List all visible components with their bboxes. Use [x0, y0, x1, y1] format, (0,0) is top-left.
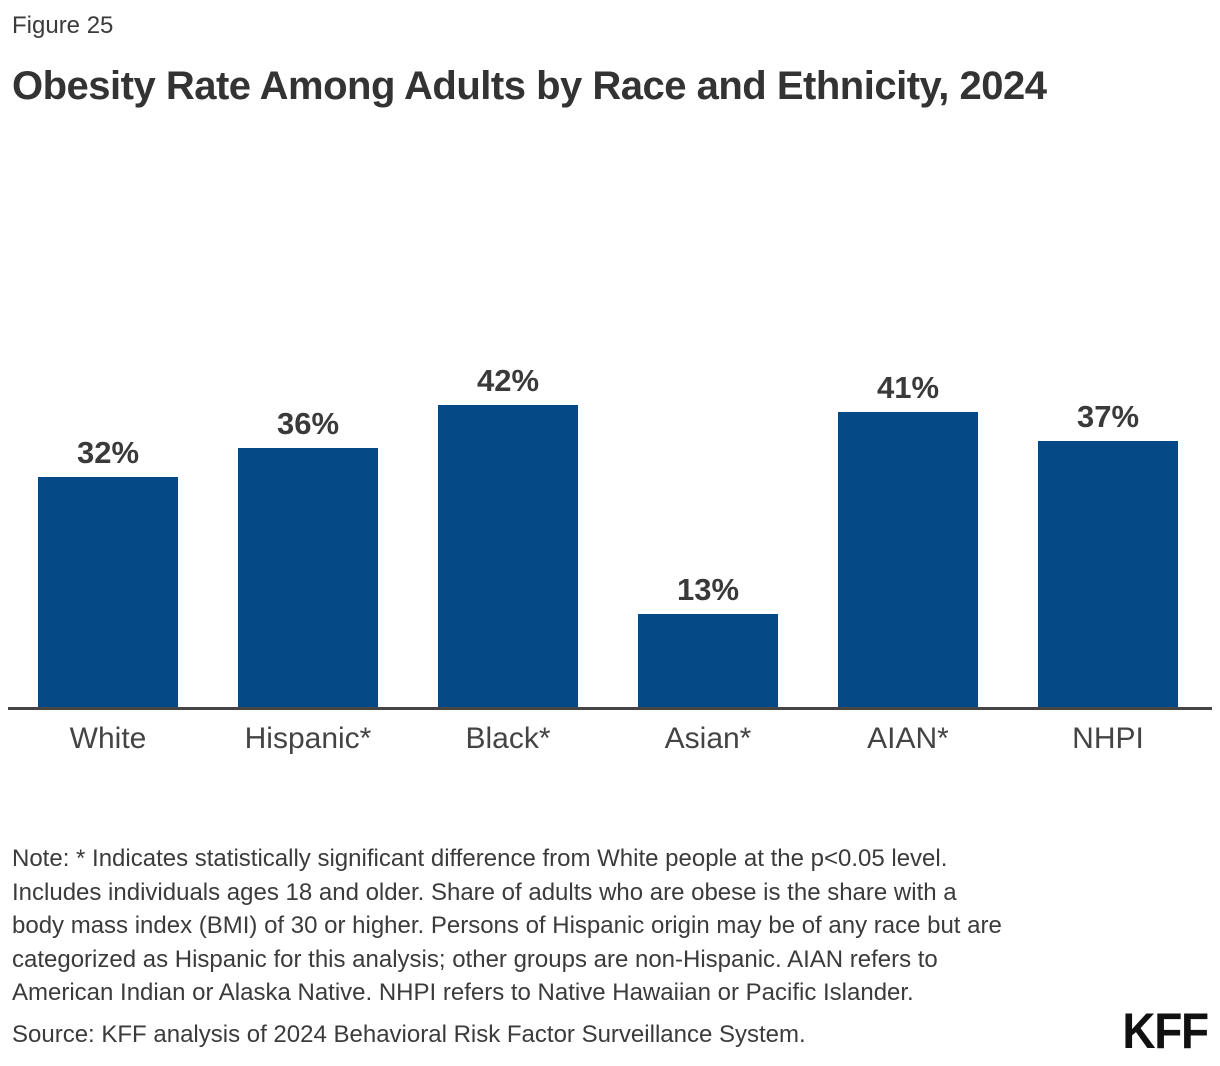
bar-column: 42% [408, 365, 608, 707]
bar [638, 614, 778, 707]
x-axis-labels: White Hispanic* Black* Asian* AIAN* NHPI [8, 722, 1212, 756]
note-text: Note: * Indicates statistically signific… [12, 842, 1002, 1010]
bar-value-label: 13% [676, 572, 740, 607]
bar [838, 412, 978, 707]
source-text: Source: KFF analysis of 2024 Behavioral … [12, 1021, 806, 1048]
note-line: Note: * Indicates statistically signific… [12, 845, 948, 872]
x-axis-label: White [69, 722, 147, 755]
x-axis-label: Hispanic* [244, 722, 372, 755]
bar [438, 405, 578, 707]
x-axis-label: Black* [465, 722, 551, 755]
note-line: body mass index (BMI) of 30 or higher. P… [12, 912, 1002, 939]
chart-title: Obesity Rate Among Adults by Race and Et… [12, 64, 1047, 108]
bar-value-label: 32% [76, 435, 140, 470]
x-axis-label: Asian* [664, 722, 752, 755]
x-axis-label: NHPI [1072, 722, 1144, 755]
note-line: categorized as Hispanic for this analysi… [12, 945, 938, 973]
note-line: Includes individuals ages 18 and older. … [12, 878, 957, 906]
bar-column: 36% [208, 408, 408, 707]
bar-value-label: 41% [876, 370, 940, 405]
note-line: American Indian or Alaska Native. NHPI r… [12, 979, 914, 1006]
bar-value-label: 36% [276, 406, 340, 441]
bar-column: 32% [8, 437, 208, 707]
x-axis-label: AIAN* [867, 722, 949, 755]
bar-value-label: 37% [1076, 399, 1140, 434]
bar-column: 13% [608, 574, 808, 707]
bar [238, 448, 378, 707]
kff-logo: KFF [1122, 1003, 1210, 1059]
figure-number-label: Figure 25 [12, 12, 114, 39]
bar-value-label: 42% [476, 363, 540, 398]
bar-column: 41% [808, 372, 1008, 707]
bar-chart-plot: 32% 36% 42% 13% 41% 37% [8, 340, 1212, 710]
bar [38, 477, 178, 707]
bar-column: 37% [1008, 401, 1208, 707]
bar [1038, 441, 1178, 707]
